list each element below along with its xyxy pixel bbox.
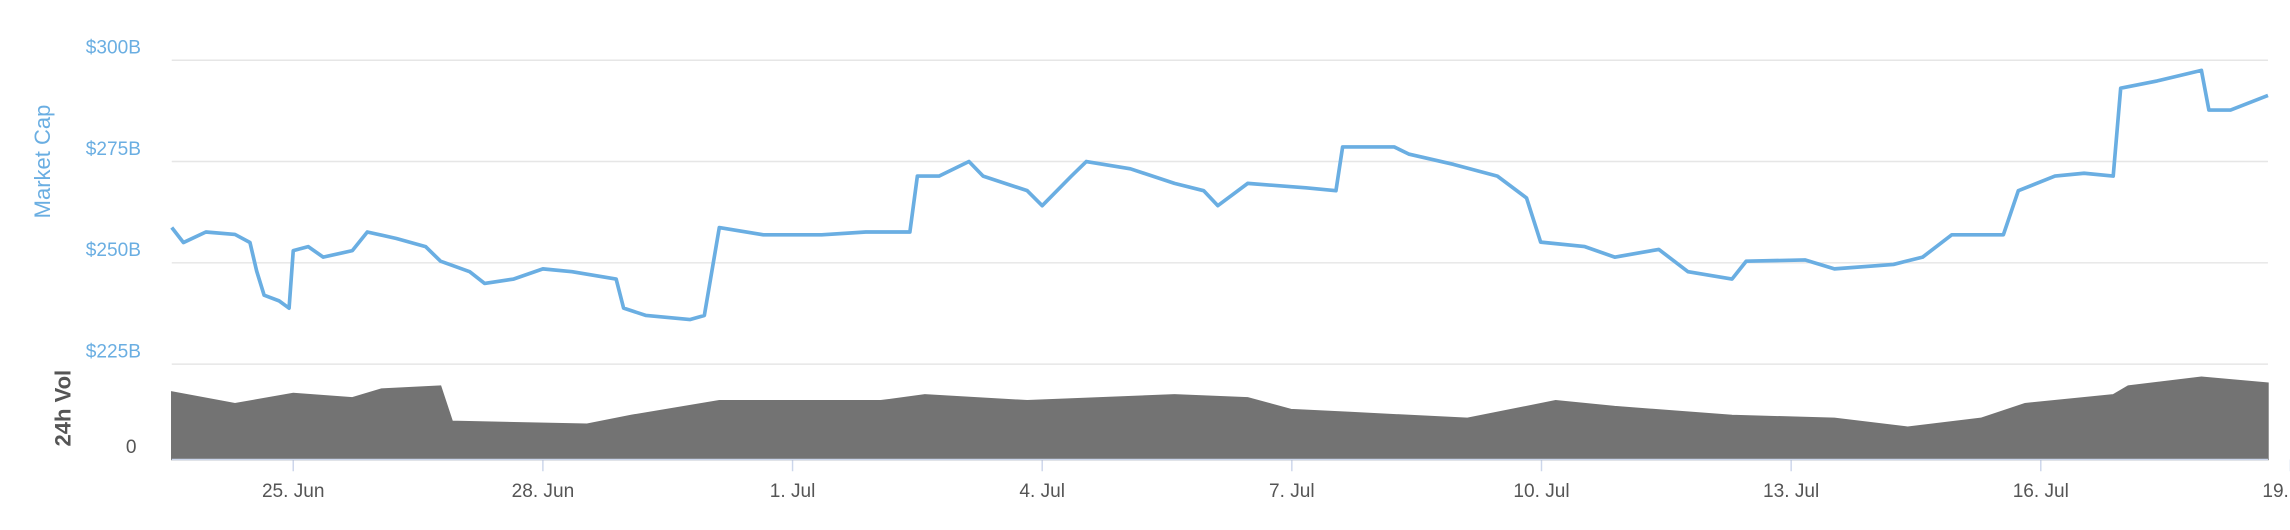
y-tick-label: $250B [86,240,141,261]
volume-area [171,376,2269,461]
y-axis-title: 24h Vol [50,370,75,447]
x-tick-label: 16. Jul [2013,481,2069,502]
x-tick-label: 1. Jul [770,481,816,502]
x-tick-label: 7. Jul [1269,481,1315,502]
y-tick-label: $275B [86,139,141,160]
y-axis-title: Market Cap [30,105,55,219]
y-tick-label: 0 [126,437,137,458]
x-tick-label: 25. Jun [262,481,325,502]
y-tick-label: $300B [86,38,141,59]
y-tick-label: $225B [86,341,141,362]
x-tick-label: 4. Jul [1019,481,1065,502]
x-tick-label: 28. Jun [512,481,575,502]
x-tick-label: 10. Jul [1513,481,1569,502]
x-tick-label: 13. Jul [1763,481,1819,502]
price-line [170,68,2269,322]
x-tick-label: 19. Jul [2262,481,2290,502]
